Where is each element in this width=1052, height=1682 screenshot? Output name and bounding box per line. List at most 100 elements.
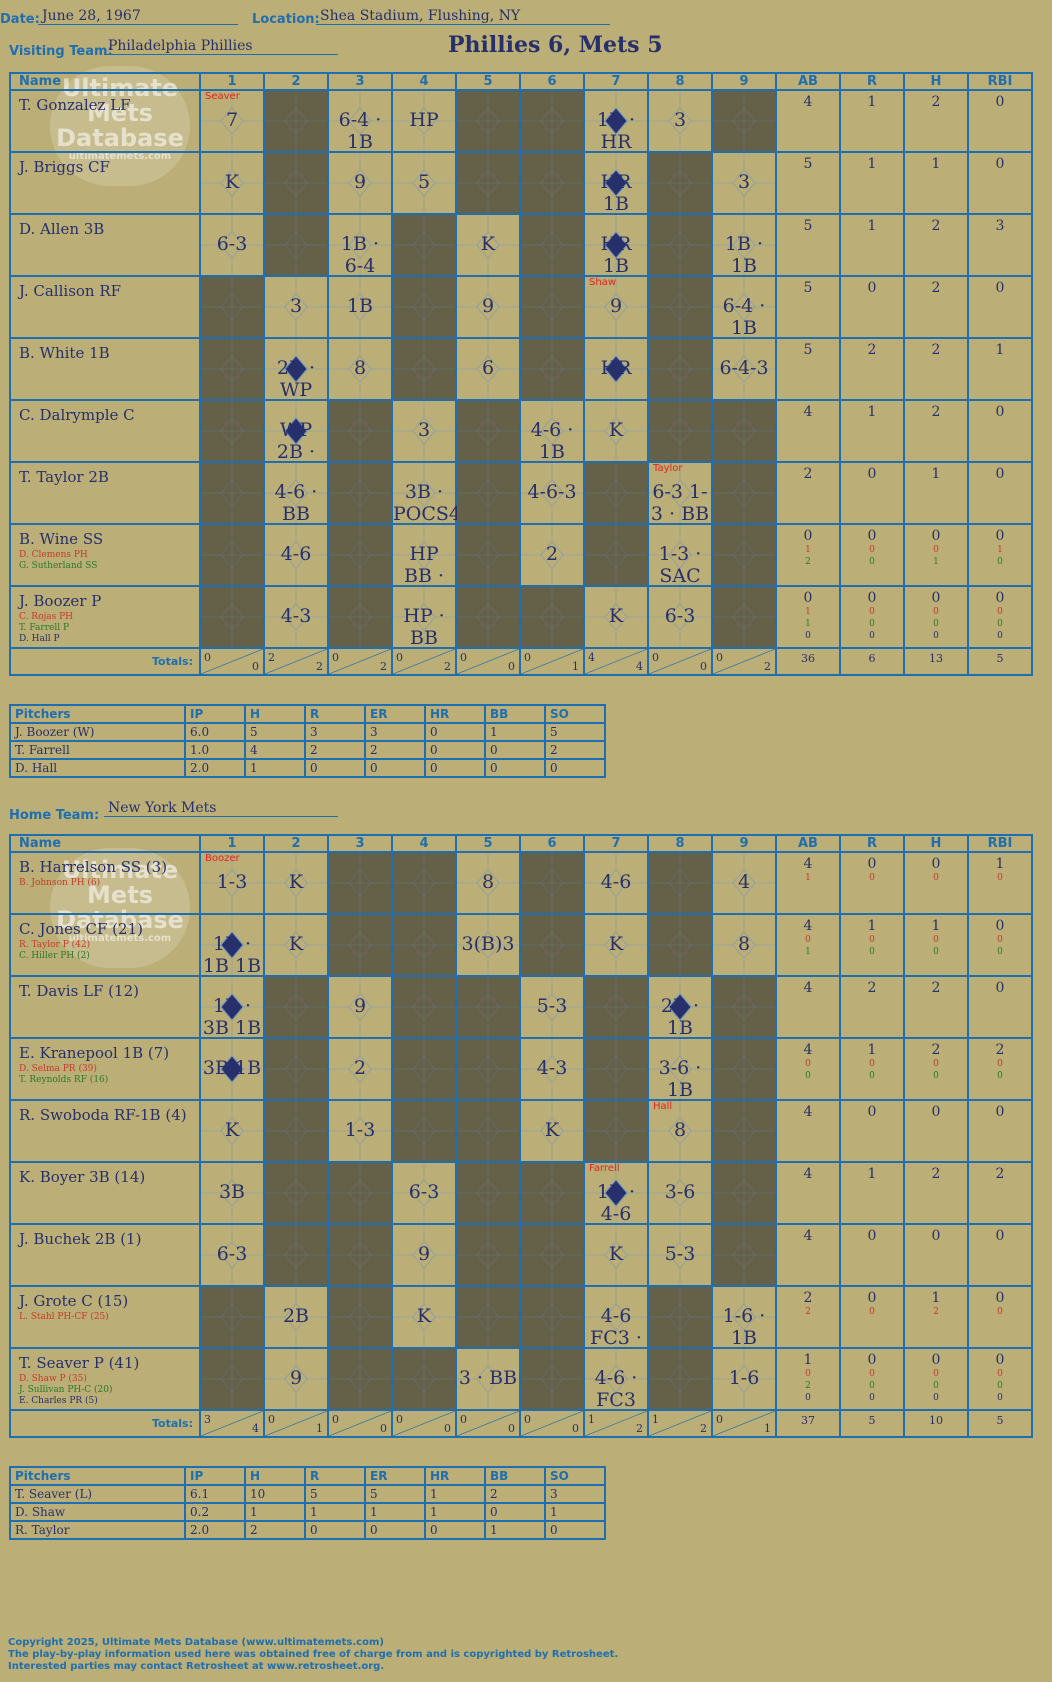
stat-value: 0	[867, 528, 877, 544]
batter-name-cell: B. Harrelson SS (3) B. Johnson PH (6)	[9, 851, 201, 915]
stat-value: 0	[869, 545, 875, 555]
pitcher-row: R. Taylor 2.0 2 0 0 0 1 0	[9, 1520, 606, 1540]
batter-name-cell: J. Grote C (15) L. Stahl PH-CF (25)	[9, 1285, 201, 1349]
inning-hits: 0	[380, 1422, 387, 1435]
inning-cell: 6-4-3	[711, 337, 777, 401]
inning-cell: K	[583, 585, 649, 649]
pitcher-ip: 1.0	[184, 740, 246, 760]
pitcher-bb: 1	[484, 722, 546, 742]
play-result: 4-3	[536, 1057, 568, 1079]
inning-cell-empty	[711, 461, 777, 525]
stat-value: 2	[805, 1307, 811, 1317]
stat-value: 0	[995, 528, 1005, 544]
stat-ab: 4	[775, 1223, 841, 1287]
inning-cell: HP	[391, 89, 457, 153]
play-result: 6-3	[664, 605, 696, 627]
stat-h: 2	[903, 275, 969, 339]
inning-cell: K	[391, 1285, 457, 1349]
batter-row: B. Wine SS D. Clemens PH G. Sutherland SS 4…	[9, 523, 1033, 609]
inning-cell: Seaver 7	[199, 89, 265, 153]
stat-value: 0	[997, 1307, 1003, 1317]
stat-value: 0	[869, 1393, 875, 1403]
batter-name: J. Briggs CF	[19, 158, 110, 176]
inning-cell-empty	[583, 523, 649, 587]
inning-cell-empty	[711, 1099, 777, 1163]
stat-value: 2	[931, 1166, 941, 1182]
play-result: 6-4 · 1B	[722, 295, 766, 339]
stat-value: 0	[867, 280, 877, 296]
inning-runs: 0	[460, 1413, 467, 1426]
col-header-9: 9	[711, 72, 777, 91]
stat-value: 0	[997, 557, 1003, 567]
stat-value: 0	[997, 873, 1003, 883]
stat-value: 0	[933, 1059, 939, 1069]
stat-ab: 4	[775, 1099, 841, 1163]
stat-r: 1	[839, 399, 905, 463]
pitching-change: Boozer	[205, 853, 240, 864]
inning-cell-empty	[199, 461, 265, 525]
visitors-pitching-table: Pitchers IP H R ER HR BB SO J. Boozer (W) 6.0 5 3 3 0…	[9, 704, 606, 778]
stat-h: 2	[903, 975, 969, 1039]
inning-cell-empty	[647, 851, 713, 915]
stat-value: 0	[869, 1381, 875, 1391]
visiting-team-label: Visiting Team:	[9, 44, 113, 59]
inning-cell: 6-3	[647, 585, 713, 649]
inning-runs: 0	[652, 651, 659, 664]
play-result: 3B 1B	[202, 1057, 262, 1079]
inning-cell-empty	[327, 399, 393, 463]
play-result: 3-6	[664, 1181, 696, 1203]
inning-hits: 0	[444, 1422, 451, 1435]
stat-ab: 4	[775, 89, 841, 153]
inning-hits: 0	[572, 1422, 579, 1435]
pitcher-name: J. Boozer (W)	[9, 722, 186, 742]
stat-value: 1	[931, 156, 941, 172]
inning-cell-empty	[711, 1037, 777, 1101]
pitcher-so: 3	[544, 1484, 606, 1504]
play-result: K	[544, 1119, 560, 1141]
inning-cell-empty	[519, 275, 585, 339]
pitch-col-h: H	[244, 1466, 306, 1486]
inning-cell-empty	[583, 461, 649, 525]
play-result: 3	[417, 419, 431, 441]
play-result: HP · BB	[403, 605, 445, 649]
inning-cell: 2B · 1B	[647, 975, 713, 1039]
play-result: K	[288, 871, 304, 893]
batter-row: J. Boozer P C. Rojas PH T. Farrell P D. Hal…	[9, 585, 1033, 649]
stat-rbi: 0	[967, 151, 1033, 215]
stat-value: 0	[931, 856, 941, 872]
pitcher-h: 10	[244, 1484, 306, 1504]
col-header-1: 1	[199, 834, 265, 853]
batter-name: R. Swoboda RF-1B (4)	[19, 1106, 187, 1124]
stat-value: 0	[803, 528, 813, 544]
col-header-r: R	[839, 834, 905, 853]
inning-cell-empty	[327, 461, 393, 525]
play-result: 1B · 1B 1B	[202, 933, 262, 977]
inning-cell: 4-3	[519, 1037, 585, 1101]
inning-cell-empty	[391, 913, 457, 977]
pitcher-name: T. Farrell	[9, 740, 186, 760]
inning-cell: 4-6 FC3 · 1B	[583, 1285, 649, 1371]
substitute-name: D. Shaw P (35)	[19, 1374, 87, 1384]
batter-name-cell: K. Boyer 3B (14)	[9, 1161, 201, 1225]
stat-rbi: 1	[967, 337, 1033, 401]
stat-value: 0	[803, 590, 813, 606]
inning-cell-empty	[391, 1099, 457, 1163]
total-stat: 5	[967, 1409, 1033, 1438]
col-header-6: 6	[519, 834, 585, 853]
inning-cell-empty	[327, 523, 393, 587]
stat-value: 2	[995, 1166, 1005, 1182]
play-result: K	[608, 419, 624, 441]
stat-value: 0	[933, 1381, 939, 1391]
inning-cell: 6-3	[391, 1161, 457, 1225]
stat-value: 4	[803, 1228, 813, 1244]
pitcher-h: 1	[244, 758, 306, 778]
pitcher-name: T. Seaver (L)	[9, 1484, 186, 1504]
pitcher-er: 5	[364, 1484, 426, 1504]
pitcher-bb: 2	[484, 1484, 546, 1504]
pitcher-hr: 0	[424, 740, 486, 760]
footer-contact: Interested parties may contact Retroshee…	[8, 1661, 385, 1672]
